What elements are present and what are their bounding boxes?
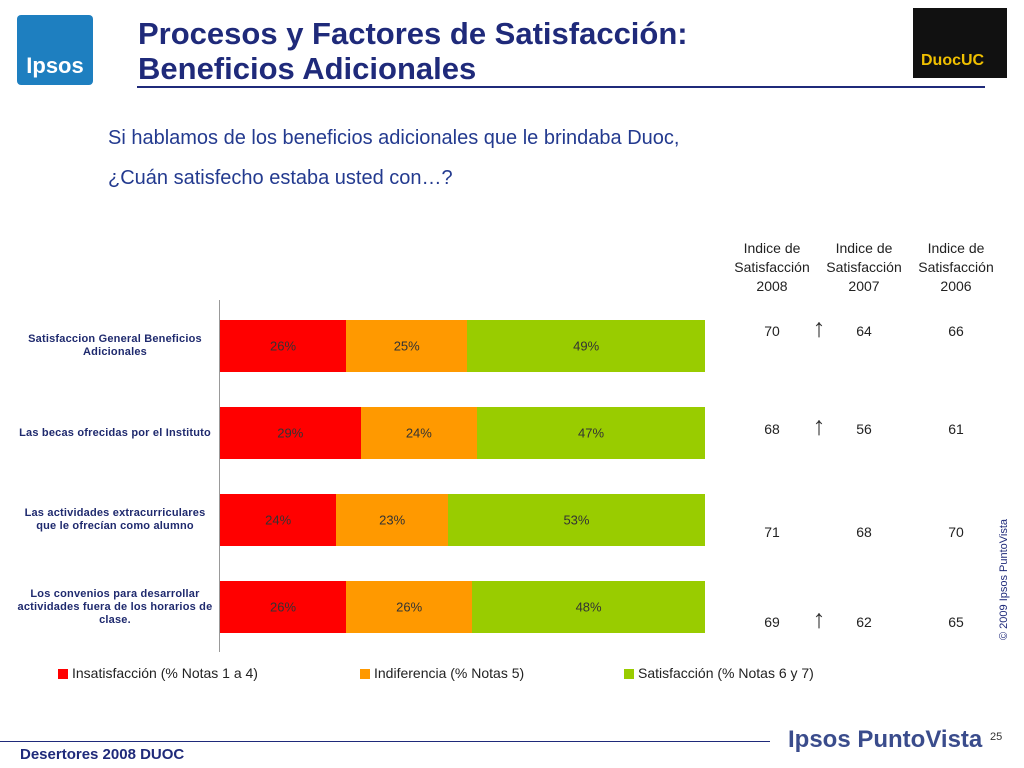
bar-segment xyxy=(477,407,705,459)
index-value: 69 xyxy=(764,614,780,630)
copyright: © 2009 Ipsos PuntoVista xyxy=(998,518,1010,640)
bar-segment xyxy=(447,494,705,546)
data-label: 25% xyxy=(393,338,420,354)
logo-text: Ipsos xyxy=(26,53,84,78)
bar-segment xyxy=(346,581,473,633)
category-label: Las actividades extracurriculares que le… xyxy=(24,507,206,532)
legend-label: Insatisfacción (% Notas 1 a 4) xyxy=(72,665,258,681)
legend-swatch xyxy=(360,669,370,679)
footer-left: Desertores 2008 DUOC xyxy=(20,746,185,763)
bar-segment xyxy=(360,407,478,459)
question: Si hablamos de los beneficios adicionale… xyxy=(108,127,680,149)
index-value: 70 xyxy=(764,323,780,339)
data-label: 24% xyxy=(405,425,432,441)
legend-label: Satisfacción (% Notas 6 y 7) xyxy=(638,665,814,681)
data-label: 24% xyxy=(265,512,292,528)
index-value: 66 xyxy=(948,323,964,339)
ipsos-logo: Ipsos xyxy=(17,15,93,85)
bar-segment xyxy=(346,320,468,372)
up-arrow: ↑ xyxy=(812,410,826,441)
bar-segment xyxy=(220,494,337,546)
title-rule xyxy=(137,86,985,88)
data-label: 29% xyxy=(277,425,304,441)
category-label: Las becas ofrecidas por el Instituto xyxy=(19,426,211,439)
index-value: 62 xyxy=(856,614,872,630)
bar-segment xyxy=(472,581,705,633)
index-value: 64 xyxy=(856,323,872,339)
footer-rule xyxy=(0,741,770,742)
data-label: 47% xyxy=(578,425,605,441)
bar-segment xyxy=(467,320,705,372)
table-header: Indice de Satisfacción 2008 xyxy=(734,240,810,294)
logo-text: DuocUC xyxy=(921,52,985,69)
title-line: Procesos y Factores de Satisfacción: xyxy=(138,16,688,51)
index-value: 65 xyxy=(948,614,964,630)
data-label: 53% xyxy=(563,512,590,528)
title-line: Beneficios Adicionales xyxy=(138,51,477,86)
index-value: 68 xyxy=(764,421,780,437)
duoc-logo: DuocUC xyxy=(913,8,1007,78)
data-label: 23% xyxy=(379,512,406,528)
bar-segment xyxy=(220,320,347,372)
bar-segment xyxy=(336,494,448,546)
table-header: Indice de Satisfacción 2006 xyxy=(918,240,994,294)
data-label: 26% xyxy=(396,599,423,615)
data-label: 26% xyxy=(270,599,297,615)
index-value: 68 xyxy=(856,524,872,540)
data-label: 48% xyxy=(575,599,602,615)
index-value: 70 xyxy=(948,524,964,540)
legend-swatch xyxy=(58,669,68,679)
legend-label: Indiferencia (% Notas 5) xyxy=(374,665,525,681)
data-label: 49% xyxy=(573,338,600,354)
data-label: 26% xyxy=(270,338,297,354)
category-label: Satisfaccion General Beneficios Adiciona… xyxy=(28,333,202,358)
legend-swatch xyxy=(624,669,634,679)
page-number: 25 xyxy=(990,731,1003,743)
index-value: 71 xyxy=(764,524,780,540)
table-header: Indice de Satisfacción 2007 xyxy=(826,240,902,294)
question: ¿Cuán satisfecho estaba usted con…? xyxy=(108,167,453,189)
bar-segment xyxy=(220,407,361,459)
index-value: 56 xyxy=(856,421,872,437)
category-label: Los convenios para desarrollar actividad… xyxy=(17,587,213,626)
brand: Ipsos PuntoVista xyxy=(788,726,983,753)
up-arrow: ↑ xyxy=(812,603,826,634)
index-value: 61 xyxy=(948,421,964,437)
bar-segment xyxy=(220,581,347,633)
category-axis xyxy=(219,300,220,652)
up-arrow: ↑ xyxy=(812,312,826,343)
